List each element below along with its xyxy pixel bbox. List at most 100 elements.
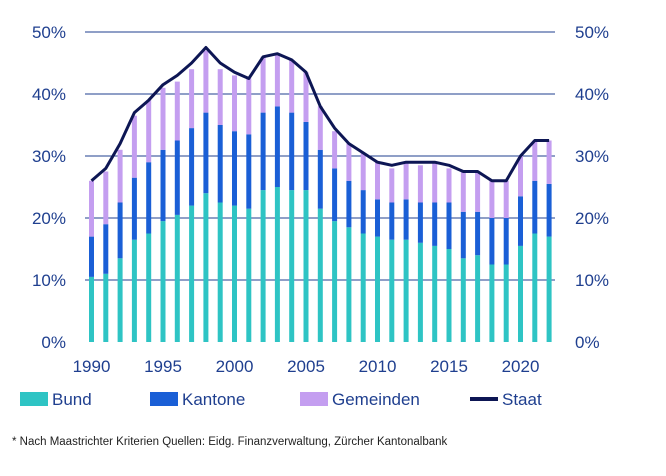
bar-bund-2016 — [460, 258, 466, 342]
legend-swatch-kantone — [150, 392, 178, 406]
bar-gemeinden-2022 — [546, 140, 552, 184]
bar-gemeinden-2006 — [317, 106, 323, 150]
bar-bund-2015 — [446, 249, 452, 342]
bar-kantone-1997 — [189, 128, 195, 206]
bar-kantone-2015 — [446, 202, 452, 249]
bar-kantone-1990 — [89, 236, 94, 277]
bar-bund-2020 — [518, 245, 523, 342]
bar-kantone-1992 — [117, 202, 123, 259]
bar-bund-2011 — [389, 239, 395, 342]
bar-bund-1997 — [189, 205, 195, 342]
bar-bund-2007 — [332, 221, 338, 342]
bar-bund-1996 — [174, 214, 180, 342]
bar-kantone-1991 — [103, 224, 109, 274]
footnote: * Nach Maastrichter Kriterien Quellen: E… — [12, 436, 448, 448]
bar-bund-2012 — [403, 239, 409, 342]
bar-gemeinden-1995 — [160, 87, 166, 150]
bar-bund-2022 — [546, 236, 552, 342]
bar-bund-2001 — [246, 208, 252, 342]
y-tick-label-left: 0% — [41, 333, 66, 352]
legend-label-staat: Staat — [502, 390, 542, 409]
bar-gemeinden-2000 — [232, 75, 237, 132]
bar-gemeinden-1992 — [117, 149, 123, 203]
y-tick-label-right: 30% — [575, 147, 609, 166]
bar-kantone-2013 — [417, 202, 423, 243]
bar-gemeinden-1990 — [89, 180, 94, 237]
staat-line-layer — [90, 46, 550, 183]
y-tick-label-right: 0% — [575, 333, 600, 352]
bar-kantone-2007 — [332, 168, 338, 222]
bar-gemeinden-2001 — [246, 78, 252, 135]
bar-gemeinden-2019 — [503, 180, 509, 218]
bar-kantone-2010 — [375, 199, 380, 237]
legend-swatch-gemeinden — [300, 392, 328, 406]
bar-gemeinden-2016 — [460, 171, 466, 212]
bar-bund-1995 — [160, 221, 166, 342]
bar-kantone-2012 — [403, 199, 409, 240]
bar-bund-2004 — [289, 190, 295, 342]
x-tick-label: 1990 — [73, 357, 111, 376]
legend: Bund Kantone Gemeinden Staat — [20, 390, 542, 409]
bar-bund-2000 — [232, 205, 237, 342]
bar-kantone-1993 — [131, 177, 137, 240]
bar-gemeinden-2002 — [260, 56, 266, 113]
y-tick-label-left: 40% — [32, 85, 66, 104]
y-axis-left: 0% 10% 20% 30% 40% 50% — [32, 23, 66, 352]
bar-gemeinden-1999 — [217, 69, 223, 125]
bar-kantone-2019 — [503, 218, 509, 265]
bar-bund-2018 — [489, 264, 495, 342]
bar-kantone-2017 — [475, 211, 481, 256]
bar-gemeinden-2011 — [389, 168, 395, 203]
bar-gemeinden-2005 — [303, 72, 309, 122]
bar-kantone-2005 — [303, 121, 309, 191]
bar-bund-1999 — [217, 202, 223, 342]
bar-kantone-1995 — [160, 149, 166, 222]
bar-gemeinden-2017 — [475, 171, 481, 212]
bar-bund-2009 — [360, 233, 366, 342]
x-tick-label: 1995 — [144, 357, 182, 376]
legend-label-kantone: Kantone — [182, 390, 245, 409]
y-tick-label-left: 20% — [32, 209, 66, 228]
y-tick-label-right: 40% — [575, 85, 609, 104]
bar-bund-1993 — [131, 239, 137, 342]
bar-gemeinden-2020 — [518, 156, 523, 197]
x-tick-label: 2010 — [359, 357, 397, 376]
bar-kantone-2022 — [546, 183, 552, 237]
bar-bund-2013 — [417, 242, 423, 342]
bar-bund-1998 — [203, 193, 209, 342]
bar-gemeinden-2003 — [274, 53, 280, 107]
legend-label-bund: Bund — [52, 390, 92, 409]
x-tick-label: 2005 — [287, 357, 325, 376]
bar-gemeinden-2004 — [289, 59, 295, 113]
bar-kantone-2003 — [274, 106, 280, 187]
y-tick-label-right: 50% — [575, 23, 609, 42]
bar-gemeinden-2015 — [446, 168, 452, 203]
bar-bund-1992 — [117, 258, 123, 342]
bar-kantone-2009 — [360, 190, 366, 234]
bar-gemeinden-1991 — [103, 171, 109, 225]
bar-bund-2003 — [274, 187, 280, 342]
bar-kantone-2018 — [489, 218, 495, 265]
bar-kantone-2014 — [432, 202, 438, 246]
stacked-bar-chart: 0% 10% 20% 30% 40% 50% 0% 10% 20% 30% 40% 50% 1990… — [20, 23, 609, 409]
bar-gemeinden-1994 — [146, 100, 152, 163]
x-tick-label: 2015 — [430, 357, 468, 376]
bar-gemeinden-2021 — [532, 140, 538, 181]
bar-gemeinden-1997 — [189, 69, 195, 129]
bars — [89, 50, 552, 342]
legend-label-gemeinden: Gemeinden — [332, 390, 420, 409]
y-tick-label-right: 20% — [575, 209, 609, 228]
bar-gemeinden-2012 — [403, 162, 409, 200]
bar-kantone-1999 — [217, 125, 223, 203]
bar-gemeinden-1998 — [203, 50, 209, 113]
y-tick-label-left: 30% — [32, 147, 66, 166]
y-tick-label-right: 10% — [575, 271, 609, 290]
bar-bund-1994 — [146, 233, 152, 342]
y-axis-right: 0% 10% 20% 30% 40% 50% — [575, 23, 609, 352]
bar-bund-2021 — [532, 233, 538, 342]
bar-kantone-1994 — [146, 162, 152, 234]
bar-gemeinden-2014 — [432, 162, 438, 203]
bar-kantone-2006 — [317, 149, 323, 209]
bar-bund-2006 — [317, 208, 323, 342]
y-tick-label-left: 50% — [32, 23, 66, 42]
